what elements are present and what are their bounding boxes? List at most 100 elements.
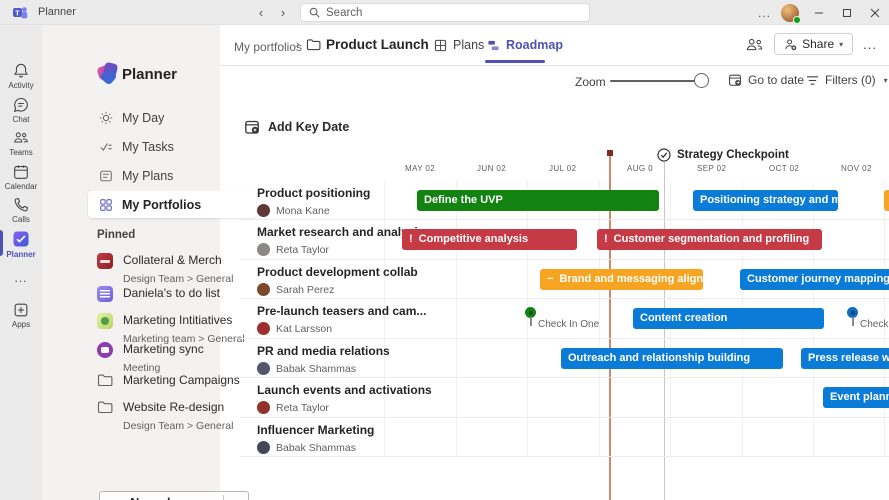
pinned-item-website-redesign[interactable]: Website Re-design Design Team > General bbox=[88, 398, 256, 434]
zoom-slider-track[interactable] bbox=[610, 80, 702, 82]
task-title[interactable]: PR and media relations bbox=[257, 344, 390, 358]
milestone-dot-icon bbox=[525, 307, 536, 318]
gantt-bar[interactable]: ! Competitive analysis bbox=[402, 229, 577, 250]
sidebar-item-my-day[interactable]: My Day bbox=[88, 104, 256, 131]
task-title[interactable]: Launch events and activations bbox=[257, 383, 432, 397]
gantt-bar[interactable]: Event planning bbox=[823, 387, 889, 408]
key-date-marker[interactable]: Strategy Checkpoint bbox=[657, 148, 789, 162]
add-key-date-button[interactable]: Add Key Date bbox=[244, 119, 349, 135]
row-divider bbox=[240, 417, 889, 418]
new-plan-label: New plan bbox=[130, 496, 185, 500]
go-to-date-button[interactable]: Go to date bbox=[728, 73, 804, 87]
zoom-slider-knob[interactable] bbox=[694, 73, 709, 88]
pinned-item-marketing-sync[interactable]: Marketing sync Meeting bbox=[88, 340, 256, 376]
pinned-item-subtitle: Design Team > General bbox=[123, 273, 234, 285]
assignee: Babak Shammas bbox=[257, 362, 356, 375]
gantt-bar[interactable]: Positioning strategy and mess... bbox=[693, 190, 838, 211]
members-icon[interactable] bbox=[745, 37, 764, 52]
rail-item-calls[interactable]: Calls bbox=[0, 196, 42, 224]
forward-button[interactable]: › bbox=[280, 5, 286, 20]
my-portfolios-grid-icon bbox=[100, 198, 112, 211]
table-row: PR and media relations Babak Shammas Out… bbox=[220, 339, 889, 378]
active-app-indicator bbox=[0, 230, 3, 256]
pinned-item-danielas-todo[interactable]: Daniela's to do list bbox=[88, 284, 256, 302]
milestone-dot-icon bbox=[847, 307, 858, 318]
task-title[interactable]: Product development collab bbox=[257, 265, 418, 279]
rail-label: Calendar bbox=[4, 182, 38, 191]
filters-chevron-icon: ▾ bbox=[883, 75, 888, 85]
share-label: Share bbox=[802, 37, 835, 51]
rail-label: Apps bbox=[11, 320, 31, 329]
titlebar-more-button[interactable]: ... bbox=[757, 5, 771, 20]
row-divider bbox=[240, 338, 889, 339]
sidebar-item-my-plans[interactable]: My Plans bbox=[88, 162, 256, 189]
task-title[interactable]: Product positioning bbox=[257, 186, 371, 200]
app-rail: Activity Chat Teams Calendar Calls Plann… bbox=[0, 25, 42, 500]
pinned-item-marketing-initiatives[interactable]: Marketing Intitiatives Marketing team > G… bbox=[88, 311, 256, 347]
my-day-sun-icon bbox=[99, 111, 113, 124]
activity-bell-icon bbox=[13, 63, 29, 78]
folder-icon bbox=[97, 401, 113, 414]
gantt-bar[interactable]: Customer journey mapping bbox=[740, 269, 889, 290]
gantt-bar[interactable]: Content creation bbox=[633, 308, 824, 329]
rail-item-calendar[interactable]: Calendar bbox=[0, 163, 42, 191]
table-row: Product development collab Sarah Perez −… bbox=[220, 260, 889, 299]
rail-item-apps[interactable]: Apps bbox=[0, 301, 42, 329]
sidebar-item-my-portfolios[interactable]: My Portfolios bbox=[88, 191, 256, 218]
search-input[interactable]: Search bbox=[300, 3, 590, 22]
tab-roadmap[interactable]: Roadmap bbox=[487, 38, 563, 52]
new-plan-button[interactable]: + New plan ▼ bbox=[99, 491, 249, 500]
rail-item-chat[interactable]: Chat bbox=[0, 96, 42, 124]
gantt-bar[interactable]: ! Customer segmentation and profiling bbox=[597, 229, 822, 250]
today-marker-cap bbox=[607, 150, 613, 156]
user-avatar[interactable] bbox=[781, 3, 801, 24]
sidebar-item-my-tasks[interactable]: My Tasks bbox=[88, 133, 256, 160]
filters-button[interactable]: Filters (0) ▾ bbox=[806, 73, 888, 87]
maximize-button[interactable] bbox=[833, 0, 861, 25]
rail-item-more[interactable]: ... bbox=[0, 269, 42, 287]
share-chevron-icon: ▾ bbox=[839, 39, 844, 49]
task-title[interactable]: Market research and analysis bbox=[257, 225, 425, 239]
rail-item-planner[interactable]: Planner bbox=[0, 229, 42, 259]
roadmap-icon bbox=[488, 40, 499, 50]
assignee-name: Kat Larsson bbox=[276, 322, 333, 335]
gantt-bar[interactable]: −Brand and messaging alignment bbox=[540, 269, 703, 290]
new-plan-dropdown[interactable]: ▼ bbox=[224, 498, 248, 500]
avatar bbox=[257, 322, 270, 335]
rail-item-activity[interactable]: Activity bbox=[0, 62, 42, 90]
sidebar-item-label: My Day bbox=[122, 110, 165, 125]
my-plans-list-icon bbox=[100, 170, 112, 181]
assignee-name: Sarah Perez bbox=[276, 283, 335, 296]
month-label: NOV 02 bbox=[841, 164, 872, 173]
avatar bbox=[257, 401, 270, 414]
my-tasks-check-icon bbox=[100, 142, 112, 151]
share-button[interactable]: Share ▾ bbox=[774, 33, 854, 55]
teams-logo-icon: T bbox=[13, 7, 28, 19]
task-title[interactable]: Pre-launch teasers and cam... bbox=[257, 304, 427, 318]
back-button[interactable]: ‹ bbox=[258, 5, 264, 20]
svg-text:T: T bbox=[15, 10, 20, 17]
gantt-bar[interactable]: Define the UVP bbox=[417, 190, 659, 211]
add-key-date-label: Add Key Date bbox=[268, 120, 350, 134]
checkpoint-check-icon bbox=[657, 148, 671, 162]
assignee-name: Mona Kane bbox=[276, 204, 330, 217]
close-button[interactable] bbox=[861, 0, 889, 25]
gantt-bar[interactable]: Outreach and relationship building bbox=[561, 348, 783, 369]
pinned-item-marketing-campaigns[interactable]: Marketing Campaigns bbox=[88, 371, 256, 389]
breadcrumb[interactable]: My portfolios bbox=[234, 40, 303, 54]
calls-phone-icon bbox=[14, 198, 28, 212]
avatar bbox=[257, 243, 270, 256]
tab-plans[interactable]: Plans bbox=[434, 38, 484, 52]
plan-more-button[interactable]: ... bbox=[863, 36, 877, 52]
minimize-button[interactable] bbox=[805, 0, 833, 25]
rail-label: Activity bbox=[8, 81, 34, 90]
pinned-item-collateral-merch[interactable]: Collateral & Merch Design Team > General bbox=[88, 251, 256, 287]
add-key-date-icon bbox=[245, 120, 259, 134]
task-title[interactable]: Influencer Marketing bbox=[257, 423, 375, 437]
rail-item-teams[interactable]: Teams bbox=[0, 129, 42, 157]
gantt-bar[interactable] bbox=[884, 190, 889, 211]
milestone-stem bbox=[530, 317, 532, 326]
gantt-bar[interactable]: Press release writing bbox=[801, 348, 889, 369]
assignee: Kat Larsson bbox=[257, 322, 332, 335]
